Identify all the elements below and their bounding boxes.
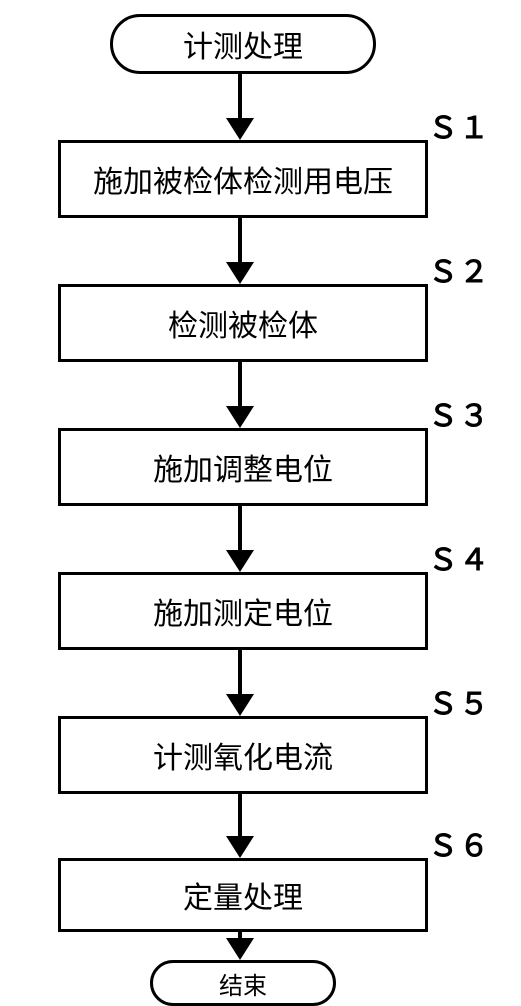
step-label-l1: Ｓ１ [428,103,490,147]
arrow-shaft [238,356,242,406]
flow-node-s3: 施加调整电位 [58,428,428,506]
arrow-head [226,938,254,960]
arrow-shaft [238,500,242,550]
arrow-head [226,836,254,858]
step-label-l4: Ｓ４ [428,535,490,579]
arrow-shaft [238,644,242,694]
flow-node-s2: 检测被检体 [58,284,428,362]
flow-node-s4: 施加测定电位 [58,572,428,650]
arrow-head [226,406,254,428]
arrow-head [226,118,254,140]
arrow-head [226,262,254,284]
step-label-l6: Ｓ６ [428,821,490,865]
flowchart-canvas: 计测处理施加被检体检测用电压检测被检体施加调整电位施加测定电位计测氧化电流定量处… [0,0,521,1000]
flow-node-s5: 计测氧化电流 [58,716,428,794]
flow-node-s6: 定量处理 [58,858,428,932]
flow-node-start: 计测处理 [110,14,376,74]
flow-node-s1: 施加被检体检测用电压 [58,140,428,218]
step-label-l5: Ｓ５ [428,679,490,723]
arrow-shaft [238,68,242,118]
arrow-head [226,694,254,716]
arrow-head [226,550,254,572]
arrow-shaft [238,212,242,262]
flow-node-end: 结束 [150,960,336,1006]
step-label-l3: Ｓ３ [428,391,490,435]
arrow-shaft [238,788,242,836]
step-label-l2: Ｓ２ [428,247,490,291]
